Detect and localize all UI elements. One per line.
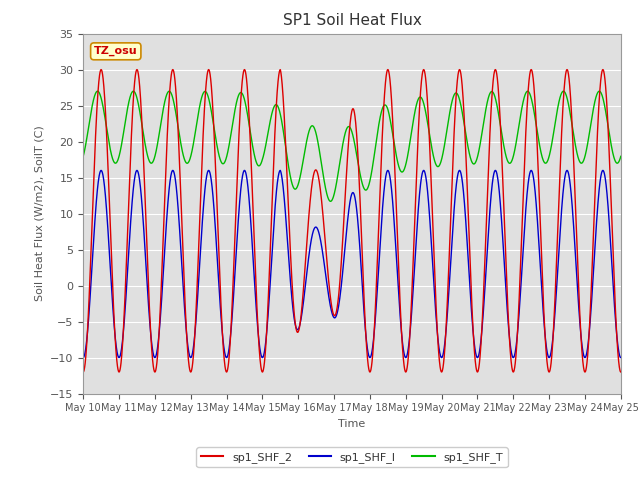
Line: sp1_SHF_T: sp1_SHF_T — [83, 91, 621, 201]
sp1_SHF_2 — [173, 99, 180, 105]
sp1_SHF_2 — [607, 180, 614, 186]
sp1_SHF_T — [79, 154, 87, 159]
sp1_SHF_2 — [617, 369, 625, 375]
sp1_SHF_T — [93, 88, 101, 94]
Title: SP1 Soil Heat Flux: SP1 Soil Heat Flux — [283, 13, 421, 28]
sp1_SHF_l — [97, 168, 105, 173]
Legend: sp1_SHF_2, sp1_SHF_l, sp1_SHF_T: sp1_SHF_2, sp1_SHF_l, sp1_SHF_T — [196, 447, 508, 467]
sp1_SHF_2 — [141, 185, 148, 191]
sp1_SHF_T — [141, 139, 148, 144]
sp1_SHF_T — [617, 154, 625, 159]
sp1_SHF_l — [309, 230, 317, 236]
sp1_SHF_2 — [285, 230, 293, 236]
Line: sp1_SHF_2: sp1_SHF_2 — [83, 70, 621, 372]
sp1_SHF_T — [607, 139, 614, 144]
sp1_SHF_2 — [548, 343, 556, 349]
X-axis label: Time: Time — [339, 419, 365, 429]
sp1_SHF_l — [548, 339, 556, 345]
sp1_SHF_l — [285, 267, 293, 273]
sp1_SHF_T — [285, 169, 293, 175]
sp1_SHF_l — [79, 355, 87, 360]
Y-axis label: Soil Heat Flux (W/m2), SoilT (C): Soil Heat Flux (W/m2), SoilT (C) — [35, 126, 45, 301]
sp1_SHF_T — [327, 198, 335, 204]
sp1_SHF_T — [549, 135, 557, 141]
Text: TZ_osu: TZ_osu — [94, 46, 138, 57]
sp1_SHF_2 — [309, 176, 317, 181]
sp1_SHF_2 — [97, 67, 105, 72]
sp1_SHF_2 — [79, 369, 87, 375]
sp1_SHF_l — [617, 355, 625, 360]
Line: sp1_SHF_l: sp1_SHF_l — [83, 170, 621, 358]
sp1_SHF_T — [173, 115, 180, 120]
sp1_SHF_l — [141, 241, 148, 247]
sp1_SHF_T — [309, 123, 317, 129]
sp1_SHF_l — [607, 238, 614, 243]
sp1_SHF_l — [173, 188, 180, 193]
